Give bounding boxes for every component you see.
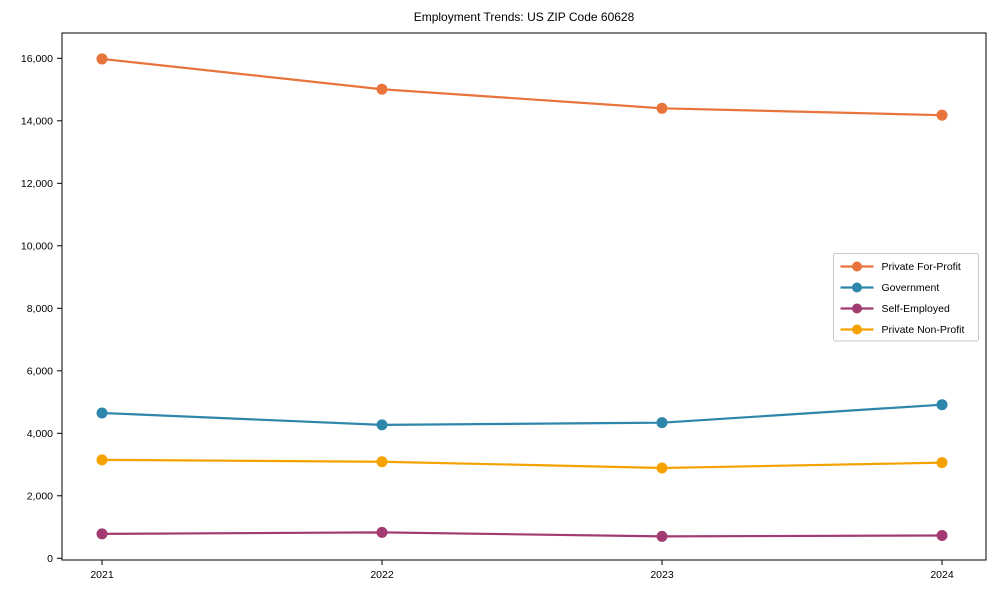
data-point-private-for-profit-2023 — [656, 102, 668, 114]
chart-title: Employment Trends: US ZIP Code 60628 — [414, 10, 635, 24]
y-tick-label: 12,000 — [21, 178, 53, 190]
x-tick-label: 2023 — [650, 569, 674, 581]
data-point-private-non-profit-2024 — [936, 457, 948, 469]
y-tick-label: 14,000 — [21, 115, 53, 127]
data-point-government-2023 — [656, 417, 668, 429]
series-line-government — [101, 403, 943, 426]
plot-frame — [61, 32, 987, 561]
data-point-government-2021 — [96, 407, 108, 419]
legend-label-private-non-profit: Private Non-Profit — [882, 324, 965, 336]
series-line-self-employed — [101, 531, 943, 538]
data-point-private-non-profit-2021 — [96, 454, 108, 466]
y-tick-label: 0 — [47, 553, 53, 565]
data-point-self-employed-2024 — [936, 529, 948, 541]
legend-label-government: Government — [882, 282, 940, 294]
legend-marker-private-for-profit — [852, 261, 862, 272]
data-point-self-employed-2021 — [96, 528, 108, 540]
plot-area: 0 2,000 4,000 6,000 8,000 10,000 12,000 14,000 1… — [21, 32, 987, 581]
data-point-private-for-profit-2024 — [936, 109, 948, 121]
legend-marker-government — [852, 282, 862, 293]
data-point-private-for-profit-2022 — [376, 83, 388, 95]
legend-marker-self-employed — [852, 303, 862, 314]
y-tick-label: 6,000 — [27, 365, 53, 377]
legend-box — [833, 253, 979, 342]
y-tick-label: 4,000 — [27, 428, 53, 440]
data-point-private-non-profit-2023 — [656, 462, 668, 474]
data-point-government-2024 — [936, 399, 948, 411]
data-point-government-2022 — [376, 419, 388, 431]
data-point-self-employed-2023 — [656, 530, 668, 542]
legend-marker-private-non-profit — [852, 324, 862, 335]
data-point-self-employed-2022 — [376, 526, 388, 538]
y-tick-label: 2,000 — [27, 490, 53, 502]
y-tick-label: 8,000 — [27, 303, 53, 315]
x-tick-label: 2024 — [930, 569, 954, 581]
legend-label-private-for-profit: Private For-Profit — [882, 261, 961, 273]
series-line-private-for-profit — [101, 57, 943, 117]
data-point-private-non-profit-2022 — [376, 456, 388, 468]
data-point-private-for-profit-2021 — [96, 53, 108, 65]
series-line-private-non-profit — [101, 458, 943, 470]
x-tick-label: 2022 — [370, 569, 394, 581]
legend-label-self-employed: Self-Employed — [882, 303, 950, 315]
y-tick-label: 16,000 — [21, 53, 53, 65]
y-tick-label: 10,000 — [21, 240, 53, 252]
x-tick-label: 2021 — [90, 569, 114, 581]
